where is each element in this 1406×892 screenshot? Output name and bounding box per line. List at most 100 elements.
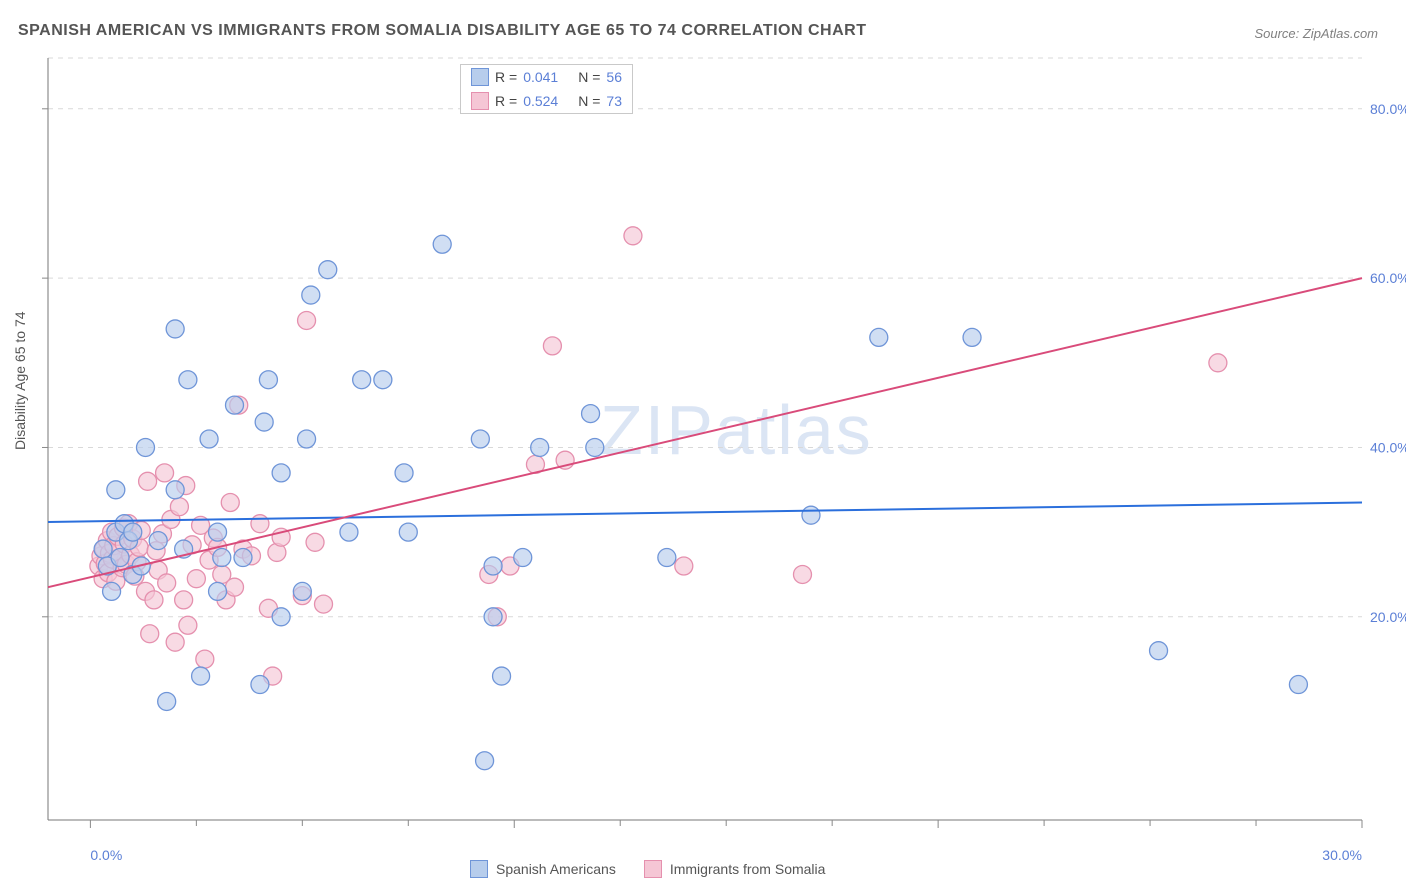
scatter-point xyxy=(170,498,188,516)
series-legend-item: Spanish Americans xyxy=(470,860,616,878)
svg-text:20.0%: 20.0% xyxy=(1370,609,1406,625)
legend-swatch xyxy=(471,68,489,86)
scatter-point xyxy=(166,633,184,651)
scatter-point xyxy=(234,549,252,567)
legend-swatch xyxy=(470,860,488,878)
scatter-point xyxy=(187,570,205,588)
scatter-point xyxy=(315,595,333,613)
series-legend-label: Spanish Americans xyxy=(496,861,616,877)
scatter-point xyxy=(658,549,676,567)
scatter-point xyxy=(196,650,214,668)
legend-swatch xyxy=(644,860,662,878)
svg-text:30.0%: 30.0% xyxy=(1322,847,1362,863)
scatter-point xyxy=(166,481,184,499)
legend-n-value: 56 xyxy=(606,69,622,85)
legend-r-label: R = xyxy=(495,93,517,109)
scatter-point xyxy=(251,676,269,694)
scatter-point xyxy=(272,608,290,626)
scatter-point xyxy=(624,227,642,245)
scatter-point xyxy=(476,752,494,770)
legend-r-value: 0.524 xyxy=(523,93,558,109)
legend-n-label: N = xyxy=(578,93,600,109)
svg-text:40.0%: 40.0% xyxy=(1370,439,1406,455)
scatter-point xyxy=(471,430,489,448)
scatter-point xyxy=(149,532,167,550)
scatter-point xyxy=(103,582,121,600)
scatter-point xyxy=(226,578,244,596)
scatter-point xyxy=(433,235,451,253)
scatter-point xyxy=(166,320,184,338)
scatter-point xyxy=(259,371,277,389)
scatter-point xyxy=(1289,676,1307,694)
legend-r-value: 0.041 xyxy=(523,69,558,85)
scatter-point xyxy=(192,667,210,685)
scatter-point xyxy=(213,549,231,567)
scatter-point xyxy=(493,667,511,685)
regression-line xyxy=(48,503,1362,522)
scatter-point xyxy=(272,464,290,482)
scatter-point xyxy=(302,286,320,304)
scatter-point xyxy=(340,523,358,541)
scatter-point xyxy=(963,328,981,346)
scatter-point xyxy=(802,506,820,524)
scatter-point xyxy=(136,438,154,456)
scatter-point xyxy=(293,582,311,600)
scatter-point xyxy=(107,481,125,499)
stats-legend-row: R = 0.041 N = 56 xyxy=(461,65,632,89)
svg-text:0.0%: 0.0% xyxy=(90,847,122,863)
stats-legend: R = 0.041 N = 56 R = 0.524 N = 73 xyxy=(460,64,633,114)
scatter-point xyxy=(484,557,502,575)
scatter-point xyxy=(139,472,157,490)
scatter-point xyxy=(141,625,159,643)
scatter-point xyxy=(111,549,129,567)
svg-text:80.0%: 80.0% xyxy=(1370,101,1406,117)
series-legend-item: Immigrants from Somalia xyxy=(644,860,826,878)
scatter-point xyxy=(582,405,600,423)
scatter-point xyxy=(870,328,888,346)
scatter-point xyxy=(374,371,392,389)
scatter-point xyxy=(586,438,604,456)
scatter-point xyxy=(179,616,197,634)
scatter-point xyxy=(209,582,227,600)
scatter-point xyxy=(200,430,218,448)
scatter-point xyxy=(209,523,227,541)
scatter-point xyxy=(158,692,176,710)
scatter-point xyxy=(221,494,239,512)
svg-text:60.0%: 60.0% xyxy=(1370,270,1406,286)
scatter-point xyxy=(94,540,112,558)
scatter-point xyxy=(298,430,316,448)
regression-line xyxy=(48,278,1362,587)
scatter-point xyxy=(531,438,549,456)
legend-r-label: R = xyxy=(495,69,517,85)
stats-legend-row: R = 0.524 N = 73 xyxy=(461,89,632,113)
scatter-point xyxy=(1209,354,1227,372)
series-legend-label: Immigrants from Somalia xyxy=(670,861,826,877)
scatter-point xyxy=(226,396,244,414)
legend-n-label: N = xyxy=(578,69,600,85)
scatter-chart: 20.0% 40.0% 60.0% 80.0% 0.0% 30.0% xyxy=(0,0,1406,892)
scatter-point xyxy=(179,371,197,389)
scatter-point xyxy=(675,557,693,575)
legend-swatch xyxy=(471,92,489,110)
scatter-point xyxy=(543,337,561,355)
scatter-point xyxy=(793,565,811,583)
scatter-point xyxy=(145,591,163,609)
scatter-point xyxy=(353,371,371,389)
scatter-point xyxy=(175,591,193,609)
scatter-point xyxy=(124,523,142,541)
scatter-point xyxy=(255,413,273,431)
scatter-point xyxy=(395,464,413,482)
scatter-point xyxy=(156,464,174,482)
scatter-point xyxy=(484,608,502,626)
scatter-point xyxy=(514,549,532,567)
scatter-point xyxy=(1150,642,1168,660)
legend-n-value: 73 xyxy=(606,93,622,109)
scatter-point xyxy=(298,311,316,329)
scatter-point xyxy=(319,261,337,279)
scatter-point xyxy=(306,533,324,551)
chart-container: SPANISH AMERICAN VS IMMIGRANTS FROM SOMA… xyxy=(0,0,1406,892)
series-legend: Spanish Americans Immigrants from Somalia xyxy=(470,860,825,878)
scatter-point xyxy=(251,515,269,533)
scatter-point xyxy=(158,574,176,592)
scatter-point xyxy=(399,523,417,541)
